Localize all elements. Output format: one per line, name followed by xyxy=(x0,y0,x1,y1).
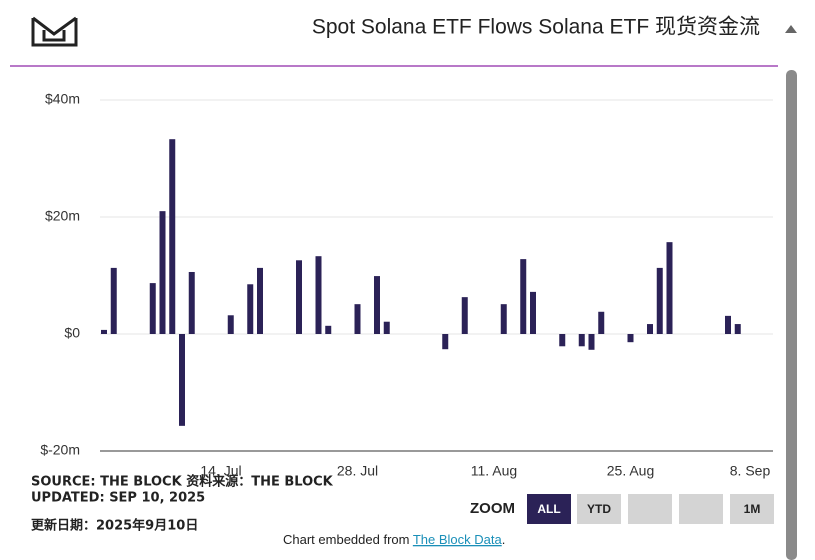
bar xyxy=(734,324,741,334)
bar xyxy=(530,291,536,334)
zoom-button-label[interactable]: YTD xyxy=(587,502,611,516)
zoom-button-label[interactable]: ALL xyxy=(537,502,560,516)
updated-cn: 更新日期：2025年9月10日 xyxy=(31,518,198,534)
bar xyxy=(325,325,332,334)
bar xyxy=(354,304,361,334)
zoom-button-label[interactable]: 1M xyxy=(744,502,761,516)
x-tick-label: 8. Sep xyxy=(730,463,771,479)
footer-prefix: Chart embedded from xyxy=(283,532,409,547)
bar xyxy=(110,267,117,334)
y-tick-label: $40m xyxy=(45,91,80,107)
bar xyxy=(588,334,595,350)
zoom-label: ZOOM xyxy=(470,500,515,517)
zoom-button[interactable] xyxy=(628,494,672,524)
bar xyxy=(500,304,507,334)
zoom-button[interactable] xyxy=(730,494,774,524)
bar xyxy=(374,276,380,334)
bar xyxy=(315,256,322,334)
x-tick-label: 11. Aug xyxy=(471,463,517,479)
y-tick-label: $0 xyxy=(64,325,80,341)
bar xyxy=(578,334,585,347)
bar xyxy=(227,315,234,334)
footer-suffix: . xyxy=(502,532,506,547)
bar xyxy=(598,311,605,334)
zoom-button[interactable] xyxy=(577,494,621,524)
source: SOURCE: THE BLOCK 资料来源：THE BLOCK xyxy=(31,474,334,490)
bar xyxy=(383,321,390,334)
y-tick-label: $-20m xyxy=(40,442,80,458)
footer-text: Chart embedded from The Block Data. xyxy=(283,532,505,547)
bar xyxy=(159,211,166,334)
x-tick-label: 14. Jul xyxy=(200,463,241,479)
zoom-button[interactable] xyxy=(527,494,571,524)
bar xyxy=(647,324,653,334)
bar xyxy=(188,271,195,334)
bar xyxy=(442,334,449,350)
bar xyxy=(149,283,156,334)
bar xyxy=(725,315,731,334)
bar xyxy=(627,334,634,343)
bar xyxy=(520,259,527,334)
bar xyxy=(296,260,302,334)
bar xyxy=(247,284,254,334)
bar xyxy=(666,242,673,334)
bar xyxy=(101,329,107,334)
bar xyxy=(559,334,566,347)
bar xyxy=(179,334,185,426)
scrollbar[interactable] xyxy=(786,70,797,560)
scroll-up[interactable] xyxy=(785,25,797,33)
bar xyxy=(461,297,468,334)
footer-link[interactable]: The Block Data xyxy=(413,532,503,547)
x-tick-label: 25. Aug xyxy=(607,463,655,479)
chart-title: Spot Solana ETF Flows Solana ETF 现货资金流 xyxy=(312,16,760,39)
zoom-button[interactable] xyxy=(679,494,723,524)
y-tick-label: $20m xyxy=(45,208,80,224)
logo xyxy=(31,16,78,47)
bar xyxy=(656,267,663,334)
updated: UPDATED: SEP 10, 2025 xyxy=(31,491,205,506)
bar xyxy=(169,139,176,334)
bar xyxy=(257,267,263,334)
x-tick-label: 28. Jul xyxy=(337,463,378,479)
